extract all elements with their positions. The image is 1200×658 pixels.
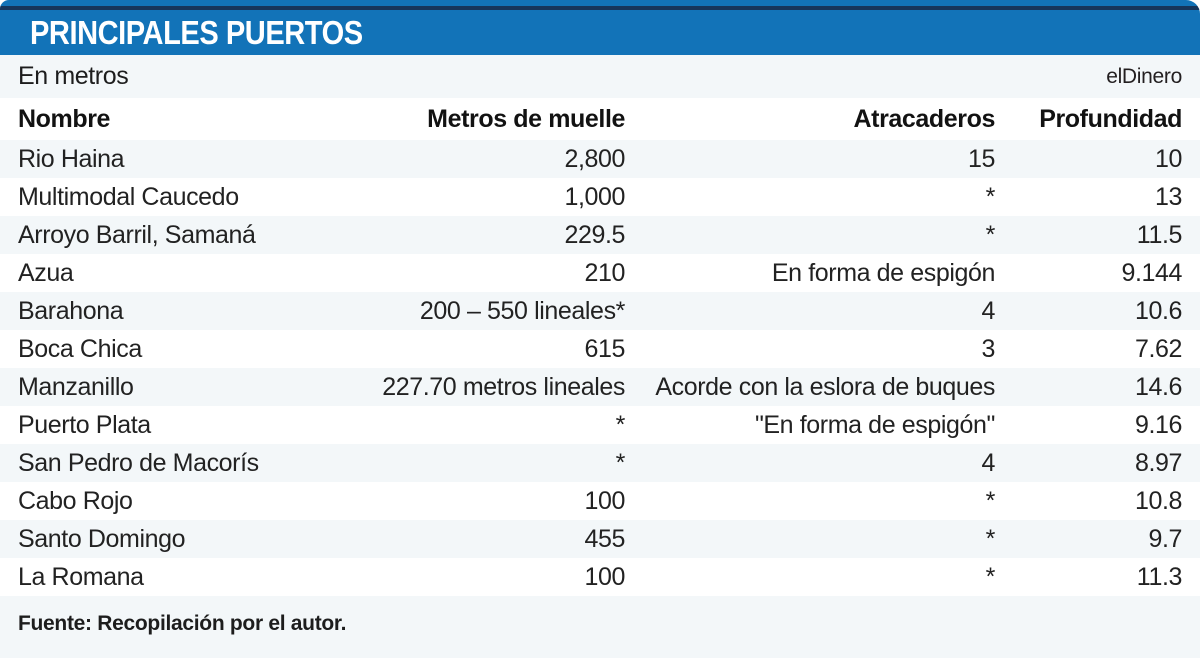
column-header-nombre: Nombre xyxy=(18,105,111,133)
cell-atracaderos: * xyxy=(985,563,996,591)
table-row: Cabo Rojo 100 * 10.8 xyxy=(0,482,1200,520)
chart-title: PRINCIPALES PUERTOS xyxy=(30,14,363,51)
cell-atracaderos: En forma de espigón xyxy=(771,259,996,287)
cell-atracaderos: * xyxy=(985,525,996,553)
cell-profundidad: 9.7 xyxy=(1148,525,1182,553)
table-row: San Pedro de Macorís * 4 8.97 xyxy=(0,444,1200,482)
column-header-profundidad: Profundidad xyxy=(1039,105,1182,133)
cell-profundidad: 10.6 xyxy=(1134,297,1182,325)
cell-metros-de-muelle: 100 xyxy=(584,487,625,515)
cell-metros-de-muelle: * xyxy=(615,449,626,477)
ports-table: Nombre Metros de muelle Atracaderos Prof… xyxy=(0,98,1200,596)
brand-label: elDinero xyxy=(1106,64,1182,88)
cell-metros-de-muelle: 1,000 xyxy=(564,183,625,211)
table-row: Manzanillo 227.70 metros lineales Acorde… xyxy=(0,368,1200,406)
cell-atracaderos: * xyxy=(985,183,996,211)
column-header-atracaderos: Atracaderos xyxy=(853,105,996,133)
table-row: La Romana 100 * 11.3 xyxy=(0,558,1200,596)
table-row: Arroyo Barril, Samaná 229.5 * 11.5 xyxy=(0,216,1200,254)
table-row: Barahona 200 – 550 lineales* 4 10.6 xyxy=(0,292,1200,330)
cell-port-name: San Pedro de Macorís xyxy=(18,449,259,477)
cell-atracaderos: 15 xyxy=(967,145,995,173)
cell-metros-de-muelle: 227.70 metros lineales xyxy=(382,373,625,401)
cell-atracaderos: * xyxy=(985,487,996,515)
cell-profundidad: 11.5 xyxy=(1136,221,1183,249)
table-row: Rio Haina 2,800 15 10 xyxy=(0,140,1200,178)
source-note: Fuente: Recopilación por el autor. xyxy=(0,596,1200,658)
cell-port-name: Boca Chica xyxy=(18,335,142,363)
cell-profundidad: 10.8 xyxy=(1134,487,1182,515)
cell-metros-de-muelle: * xyxy=(615,411,626,439)
cell-metros-de-muelle: 100 xyxy=(584,563,625,591)
cell-metros-de-muelle: 210 xyxy=(584,259,625,287)
cell-port-name: Barahona xyxy=(18,297,124,325)
units-label: En metros xyxy=(18,62,129,90)
cell-port-name: Arroyo Barril, Samaná xyxy=(18,221,256,249)
table-row: Boca Chica 615 3 7.62 xyxy=(0,330,1200,368)
cell-atracaderos: * xyxy=(985,221,996,249)
table-row: Santo Domingo 455 * 9.7 xyxy=(0,520,1200,558)
cell-atracaderos: 3 xyxy=(981,335,995,363)
table-row: Multimodal Caucedo 1,000 * 13 xyxy=(0,178,1200,216)
table-body: Rio Haina 2,800 15 10 Multimodal Caucedo… xyxy=(0,140,1200,596)
column-header-metros-de-muelle: Metros de muelle xyxy=(427,105,625,133)
cell-atracaderos: Acorde con la eslora de buques xyxy=(655,373,995,401)
cell-profundidad: 10 xyxy=(1154,145,1182,173)
cell-port-name: Azua xyxy=(18,259,74,287)
table-row: Puerto Plata * "En forma de espigón" 9.1… xyxy=(0,406,1200,444)
cell-metros-de-muelle: 2,800 xyxy=(564,145,625,173)
cell-profundidad: 11.3 xyxy=(1136,563,1183,591)
cell-port-name: Puerto Plata xyxy=(18,411,151,439)
cell-port-name: Cabo Rojo xyxy=(18,487,133,515)
cell-atracaderos: 4 xyxy=(981,297,995,325)
cell-profundidad: 7.62 xyxy=(1134,335,1182,363)
cell-port-name: Multimodal Caucedo xyxy=(18,183,239,211)
cell-profundidad: 13 xyxy=(1154,183,1182,211)
table-row: Azua 210 En forma de espigón 9.144 xyxy=(0,254,1200,292)
cell-port-name: La Romana xyxy=(18,563,144,591)
source-text: Fuente: Recopilación por el autor. xyxy=(18,612,347,635)
table-header-row: Nombre Metros de muelle Atracaderos Prof… xyxy=(0,98,1200,140)
cell-port-name: Rio Haina xyxy=(18,145,125,173)
cell-atracaderos: "En forma de espigón" xyxy=(754,411,995,439)
cell-metros-de-muelle: 229.5 xyxy=(564,221,625,249)
cell-metros-de-muelle: 615 xyxy=(584,335,625,363)
subtitle-bar: En metros elDinero xyxy=(0,55,1200,98)
cell-profundidad: 14.6 xyxy=(1134,373,1182,401)
cell-profundidad: 8.97 xyxy=(1134,449,1182,477)
cell-metros-de-muelle: 200 – 550 lineales* xyxy=(419,297,625,325)
cell-port-name: Manzanillo xyxy=(18,373,134,401)
cell-profundidad: 9.144 xyxy=(1121,259,1182,287)
cell-profundidad: 9.16 xyxy=(1134,411,1182,439)
title-bar: PRINCIPALES PUERTOS xyxy=(0,0,1200,55)
title-bar-accent-line xyxy=(0,6,1200,10)
cell-atracaderos: 4 xyxy=(981,449,995,477)
cell-port-name: Santo Domingo xyxy=(18,525,186,553)
cell-metros-de-muelle: 455 xyxy=(584,525,625,553)
